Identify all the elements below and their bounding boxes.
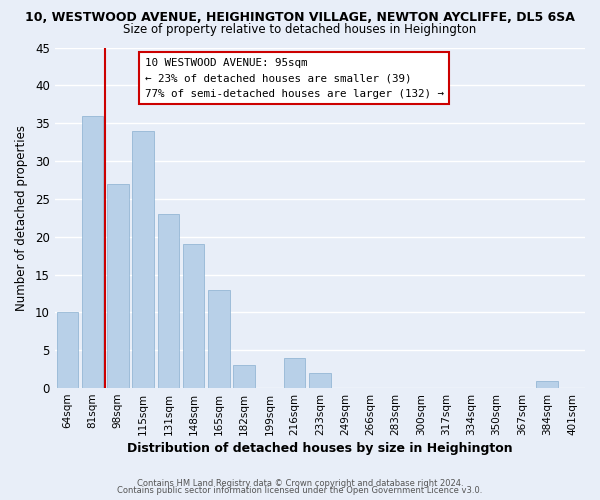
Bar (208, 290, 230, 388)
X-axis label: Distribution of detached houses by size in Heighington: Distribution of detached houses by size … (127, 442, 512, 455)
Bar (536, 380, 558, 388)
Bar (309, 373, 331, 388)
Text: Contains HM Land Registry data © Crown copyright and database right 2024.: Contains HM Land Registry data © Crown c… (137, 478, 463, 488)
Text: Size of property relative to detached houses in Heighington: Size of property relative to detached ho… (124, 22, 476, 36)
Bar (158, 214, 179, 388)
Bar (284, 358, 305, 388)
Bar (82, 116, 103, 388)
Bar (183, 244, 205, 388)
Text: Contains public sector information licensed under the Open Government Licence v3: Contains public sector information licen… (118, 486, 482, 495)
Bar (233, 366, 255, 388)
Text: 10, WESTWOOD AVENUE, HEIGHINGTON VILLAGE, NEWTON AYCLIFFE, DL5 6SA: 10, WESTWOOD AVENUE, HEIGHINGTON VILLAGE… (25, 11, 575, 24)
Y-axis label: Number of detached properties: Number of detached properties (15, 125, 28, 311)
Text: 10 WESTWOOD AVENUE: 95sqm
← 23% of detached houses are smaller (39)
77% of semi-: 10 WESTWOOD AVENUE: 95sqm ← 23% of detac… (145, 58, 444, 99)
Bar (56, 312, 78, 388)
Bar (133, 131, 154, 388)
Bar (107, 184, 128, 388)
